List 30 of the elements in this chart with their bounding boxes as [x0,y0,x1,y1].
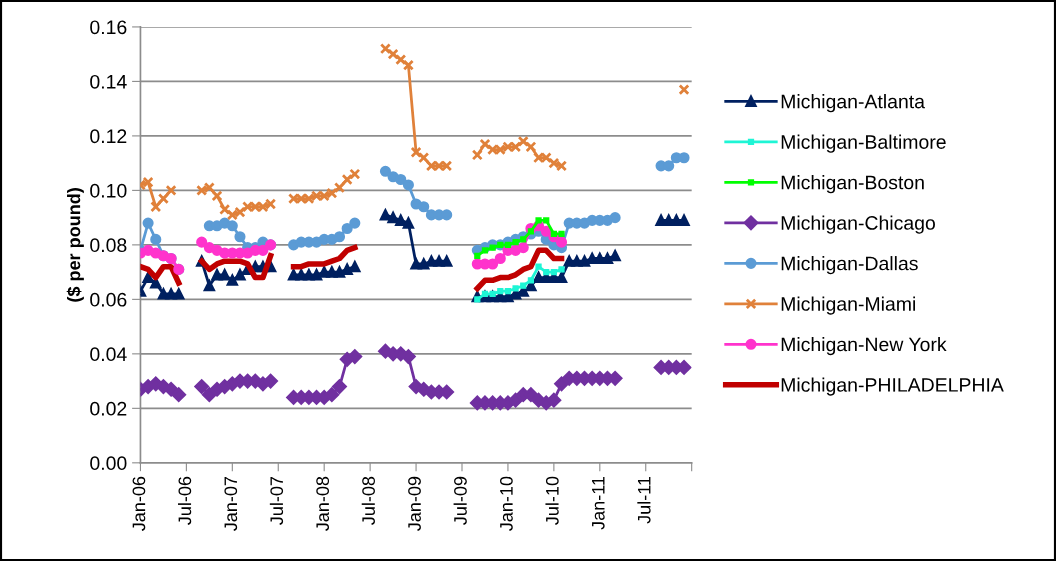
y-tick-label: 0.06 [90,292,127,307]
legend-label: Michigan-Atlanta [781,94,925,113]
y-tick-label: 0.10 [90,183,127,198]
x-tick-label: Jul-09 [453,476,467,525]
x-tick-label: Jan-07 [224,476,238,531]
legend-label: Michigan-Chicago [781,215,935,234]
x-tick-label: Jan-11 [592,476,605,530]
legend-label: Michigan-Dallas [781,256,918,275]
x-tick-label: Jan-09 [408,476,421,531]
x-tick-label: Jan-06 [132,476,146,531]
legend-label: Michigan-New York [781,337,947,356]
x-tick-label: Jul-07 [269,476,284,525]
x-tick-label: Jul-08 [361,476,375,525]
y-axis-title: ($ per pound) [66,188,84,302]
y-tick-label: 0.04 [90,347,127,362]
y-tick-label: 0.16 [90,20,127,35]
y-tick-label: 0.02 [90,401,127,416]
x-tick-label: Jul-06 [177,476,192,525]
legend-label: Michigan-Baltimore [781,134,946,153]
y-tick-label: 0.14 [90,74,127,89]
legend-label: Michigan-PHILADELPHIA [781,377,1004,396]
y-tick-label: 0.12 [90,129,127,144]
x-tick-label: Jul-11 [637,476,651,524]
legend-label: Michigan-Boston [781,175,924,194]
legend-label: Michigan-Miami [781,296,915,315]
y-tick-label: 0.08 [90,238,127,253]
x-tick-label: Jan-08 [316,476,330,531]
x-tick-label: Jul-10 [545,476,559,525]
y-tick-label: 0.00 [90,456,127,471]
x-tick-label: Jan-10 [500,476,513,531]
